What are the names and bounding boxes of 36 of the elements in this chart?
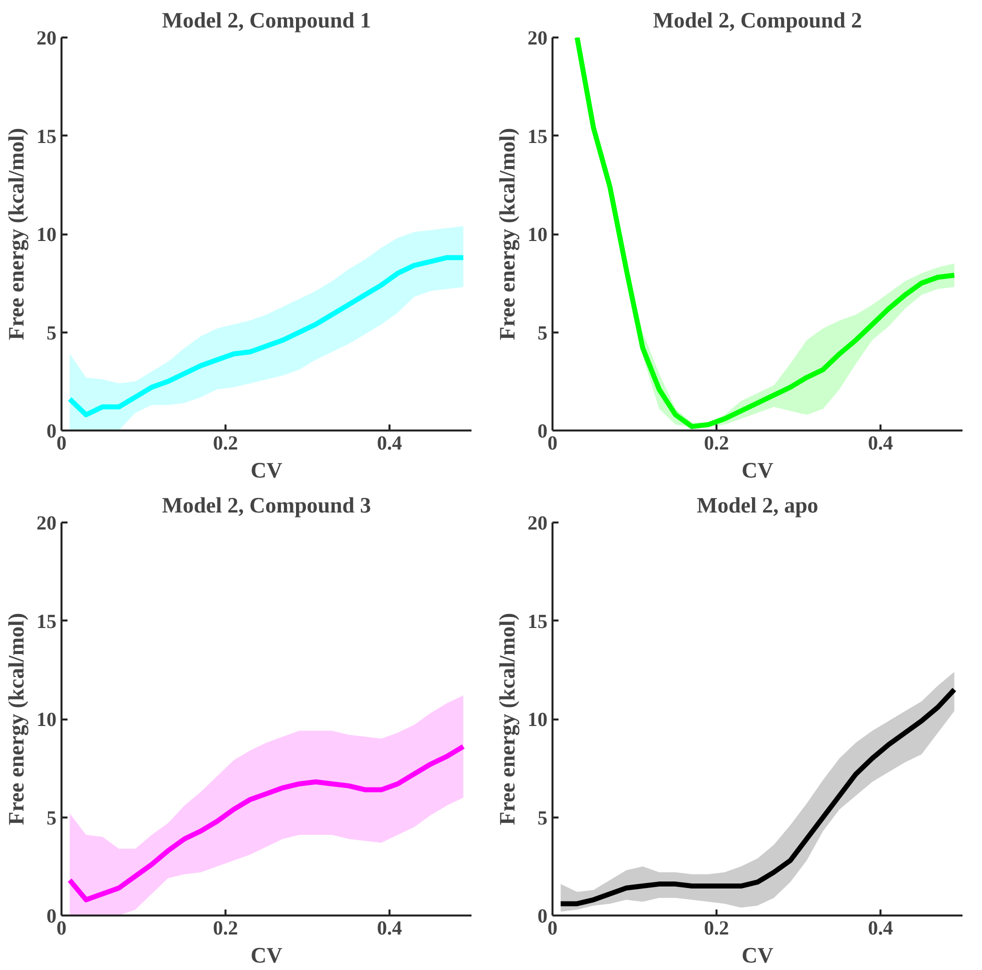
x-tick-label: 0.4: [868, 918, 893, 940]
x-tick-label: 0.4: [377, 918, 402, 940]
x-axis-title: CV: [250, 942, 282, 968]
y-tick-label: 5: [46, 807, 56, 830]
y-tick-label: 15: [36, 126, 56, 148]
y-tick-label: 5: [538, 807, 548, 830]
y-tick-label: 15: [528, 610, 548, 633]
chart-title: Model 2, apo: [696, 492, 818, 518]
x-tick-label: 0.2: [704, 918, 729, 940]
chart-title: Model 2, Compound 3: [162, 492, 372, 518]
y-tick-label: 10: [36, 709, 56, 731]
x-tick-label: 0.2: [704, 432, 729, 454]
y-axis-title: Free energy (kcal/mol): [4, 128, 28, 340]
chart-title: Model 2, Compound 1: [162, 8, 372, 32]
x-axis-title: CV: [742, 942, 774, 968]
y-tick-label: 15: [528, 126, 548, 148]
y-tick-label: 20: [528, 28, 548, 50]
y-tick-label: 15: [36, 610, 56, 633]
y-axis-title: Free energy (kcal/mol): [494, 128, 520, 340]
y-tick-label: 10: [36, 224, 56, 246]
y-tick-label: 20: [36, 28, 56, 50]
y-tick-label: 10: [528, 224, 548, 246]
x-axis-title: CV: [742, 458, 774, 482]
x-tick-label: 0.4: [377, 432, 402, 454]
x-axis-title: CV: [250, 458, 282, 482]
x-tick-label: 0.4: [868, 432, 893, 454]
y-axis-title: Free energy (kcal/mol): [494, 612, 520, 826]
x-tick-label: 0.2: [213, 918, 238, 940]
y-tick-label: 20: [36, 512, 56, 534]
y-tick-label: 10: [528, 709, 548, 731]
y-tick-label: 5: [46, 322, 56, 344]
y-axis-title: Free energy (kcal/mol): [4, 612, 28, 826]
y-tick-label: 20: [528, 512, 548, 534]
y-tick-label: 5: [538, 322, 548, 344]
x-tick-label: 0.2: [213, 432, 238, 454]
chart-title: Model 2, Compound 2: [652, 8, 862, 32]
